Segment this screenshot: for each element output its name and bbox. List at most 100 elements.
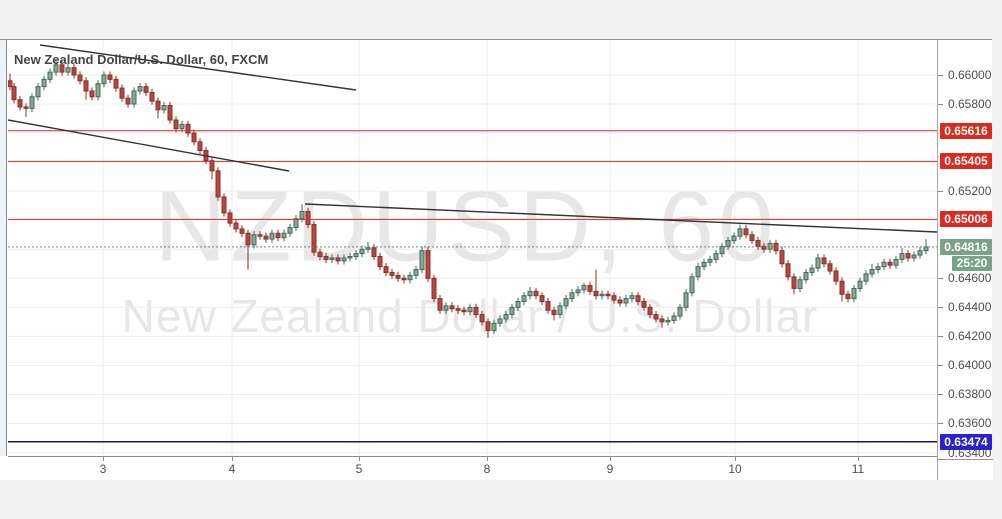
candle-down [473,306,479,316]
y-axis-label: 0.65200 [948,184,992,199]
trendline [304,203,937,233]
watermark-name: New Zealand Dollar / U.S. Dollar [121,290,819,342]
candle-up [719,245,725,255]
time-axis[interactable]: 3 4 5 8 9 10 11 [0,457,937,480]
candle-up [695,266,701,278]
y-axis-label: 0.63600 [948,416,992,431]
candle-down [119,87,125,99]
candle-up [521,295,527,303]
candle-up [863,273,869,282]
candle-down [617,299,623,304]
candle-down [113,78,119,89]
candle-down [191,132,197,143]
candle-up [299,210,305,220]
candle-up [341,257,347,262]
candle-down [59,64,65,73]
resistance-price-label: 0.65006 [940,211,992,228]
candle-up [161,104,167,111]
candle-up [689,276,695,294]
candle-up [353,253,359,257]
left-toolbar-strip [0,40,7,456]
y-axis-tick [938,278,943,280]
candle-up [671,315,677,321]
y-axis-tick [938,365,943,367]
candle-down [533,290,539,297]
candle-down [257,234,263,237]
candle-up [899,253,905,260]
candle-down [389,271,395,276]
chart-plot-area[interactable]: NZDUSD, 60 New Zealand Dollar / U.S. Dol… [8,40,937,457]
candle-down [215,170,221,198]
candle-down [431,277,437,300]
watermark-symbol: NZDUSD, 60 [154,170,778,283]
x-axis-label: 10 [728,462,742,476]
candlestick-chart[interactable] [8,40,937,456]
candle-down [641,301,647,308]
candle-up [251,234,257,246]
candle-up [95,83,101,98]
y-axis-label: 0.64200 [948,329,992,344]
candle-down [743,228,749,236]
candle-down [905,253,911,259]
candle-up [581,285,587,291]
candle-down [539,295,545,303]
candle-down [107,74,113,80]
candle-up [29,96,35,109]
candle-up [851,287,857,300]
candle-down [785,263,791,278]
candle-up [65,67,71,73]
candle-down [635,295,641,303]
candle-down [239,228,245,234]
candle-down [395,274,401,279]
candle-down [209,160,215,172]
candle-up [293,218,299,228]
candle-down [245,232,251,246]
candle-up [707,258,713,263]
candle-up [875,266,881,271]
candle-up [623,298,629,304]
candle-down [839,280,845,295]
y-axis-tick [938,104,943,106]
candle-up [869,269,875,275]
candle-up [797,279,803,289]
candle-up [557,305,563,316]
candle-up [677,306,683,317]
candle-up [737,228,743,237]
candle-up [809,267,815,273]
x-axis-tick [359,457,360,461]
candle-up [527,290,533,297]
x-axis-tick [858,457,859,461]
candle-up [665,319,671,323]
candle-down [23,106,29,109]
candle-down [545,301,551,311]
x-axis-label: 9 [606,462,614,476]
candle-down [335,257,341,262]
candle-down [197,141,203,152]
candle-down [821,257,827,265]
price-axis[interactable]: 0.66000 0.65800 0.65200 0.64600 0.64400 0.642… [937,40,993,480]
candle-up [767,242,773,250]
candle-up [329,257,335,260]
candle-up [131,90,137,105]
candle-up [815,257,821,269]
candle-down [125,97,131,105]
candle-up [857,280,863,289]
candle-down [593,290,599,297]
candle-up [599,293,605,297]
candle-up [467,306,473,313]
y-axis-label: 0.63800 [948,387,992,402]
trendline [8,119,290,172]
candle-up [575,289,581,294]
candle-down [449,305,455,310]
candle-up [803,271,809,281]
candle-down [305,210,311,226]
x-axis-tick [610,457,611,461]
candle-up [509,306,515,316]
candle-up [497,318,503,324]
candle-down [833,270,839,282]
y-axis-tick [938,75,943,76]
x-axis-label: 11 [851,462,865,476]
candle-up [179,123,185,130]
candle-down [11,86,17,101]
candle-down [377,256,383,268]
